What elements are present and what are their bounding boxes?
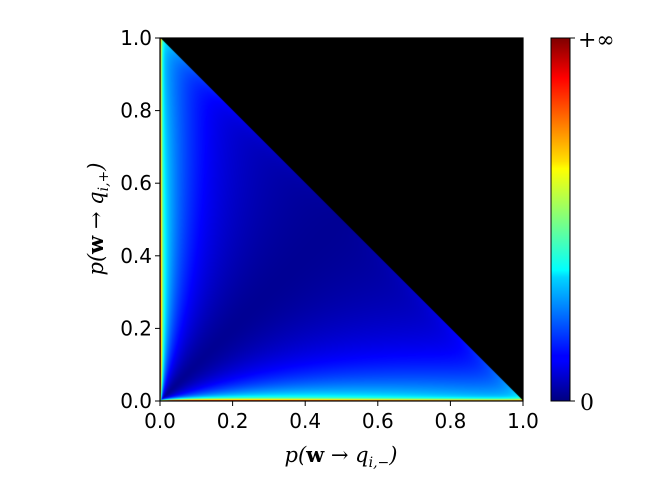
x-tick-label: 0.8 [434, 409, 466, 433]
x-tick-label: 0.6 [362, 409, 394, 433]
heatmap-plot-area [159, 37, 524, 402]
colorbar-max-label: +∞ [578, 28, 615, 53]
x-axis-label: p(w → qi,−) [285, 442, 398, 471]
y-tick-label: 1.0 [120, 26, 152, 50]
x-axis-ticks: 0.0 0.2 0.4 0.6 0.8 1.0 [144, 401, 539, 433]
plot-frame [159, 37, 524, 402]
x-tick-label: 0.4 [289, 409, 321, 433]
y-tick-label: 0.0 [120, 389, 152, 413]
x-axis-label-part: p( [285, 443, 307, 467]
x-tick-label: 1.0 [507, 409, 539, 433]
y-tick-label: 0.4 [120, 244, 152, 268]
y-axis-label: p(w → qi,+) [83, 163, 112, 276]
x-axis-label-sub: i,− [369, 455, 390, 471]
colorbar-gradient [550, 37, 571, 402]
y-axis-label-bold: w [83, 235, 108, 255]
x-tick-label: 0.0 [144, 409, 176, 433]
y-tick-label: 0.2 [120, 316, 152, 340]
x-tick-label: 0.2 [217, 409, 249, 433]
x-axis-label-part: → q [324, 443, 368, 467]
colorbar: +∞ 0 [550, 28, 615, 416]
y-axis-label-part: ) [84, 163, 108, 172]
y-tick-label: 0.8 [120, 99, 152, 123]
x-axis-label-bold: w [305, 442, 325, 467]
y-tick-label: 0.6 [120, 171, 152, 195]
y-axis-label-part: → q [84, 191, 108, 235]
y-axis-label-part: p( [84, 253, 108, 275]
heatmap-image [160, 38, 523, 401]
x-axis-label-part: ) [388, 443, 397, 467]
y-axis-label-sub: i,+ [96, 171, 112, 192]
colorbar-min-label: 0 [580, 391, 594, 416]
y-axis-ticks: 0.0 0.2 0.4 0.6 0.8 1.0 [120, 26, 160, 413]
